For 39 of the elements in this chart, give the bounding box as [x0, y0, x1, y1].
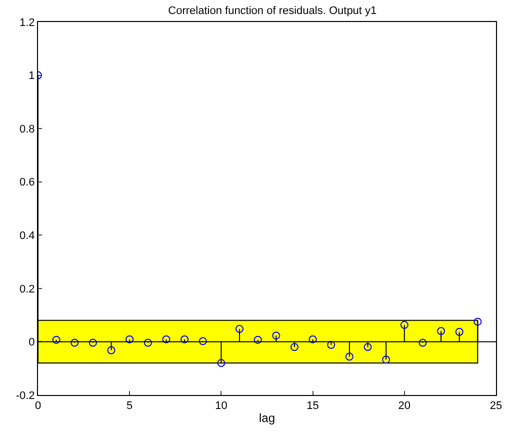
point [327, 340, 336, 349]
x-tick-label: 20 [398, 400, 411, 412]
y-tick-label: 1.2 [20, 16, 35, 29]
point [180, 335, 189, 344]
point [290, 343, 298, 352]
point [144, 338, 152, 347]
y-tick-label: 0.8 [20, 123, 35, 136]
point [474, 318, 482, 326]
point [364, 343, 372, 352]
point [254, 336, 262, 344]
chart-title: Correlation function of residuals. Output y1 [168, 5, 377, 18]
point [455, 328, 464, 336]
point [382, 356, 390, 364]
x-tick-label: 10 [215, 400, 228, 412]
y-tick-label: 0.2 [20, 283, 35, 296]
point [107, 346, 116, 354]
x-axis-title: lag [258, 411, 276, 426]
point [198, 337, 207, 346]
point [418, 338, 427, 347]
point [126, 335, 134, 344]
x-tick-label: 15 [306, 400, 319, 412]
point [162, 335, 170, 344]
point [308, 335, 317, 344]
point [217, 359, 226, 368]
point [52, 336, 60, 344]
point [88, 338, 97, 347]
y-tick-label: 1 [28, 70, 35, 82]
point [236, 324, 244, 333]
y-tick-label: 0.6 [20, 176, 35, 189]
y-tick-label: -0.2 [16, 390, 35, 402]
y-tick-label: 0.4 [20, 230, 35, 242]
point [400, 320, 408, 329]
point [437, 327, 446, 336]
point [345, 352, 354, 361]
x-tick-label: 25 [490, 400, 502, 412]
point [70, 338, 79, 347]
point [272, 332, 280, 340]
x-tick-label: 5 [126, 400, 133, 412]
y-tick-label: 0 [28, 336, 35, 349]
